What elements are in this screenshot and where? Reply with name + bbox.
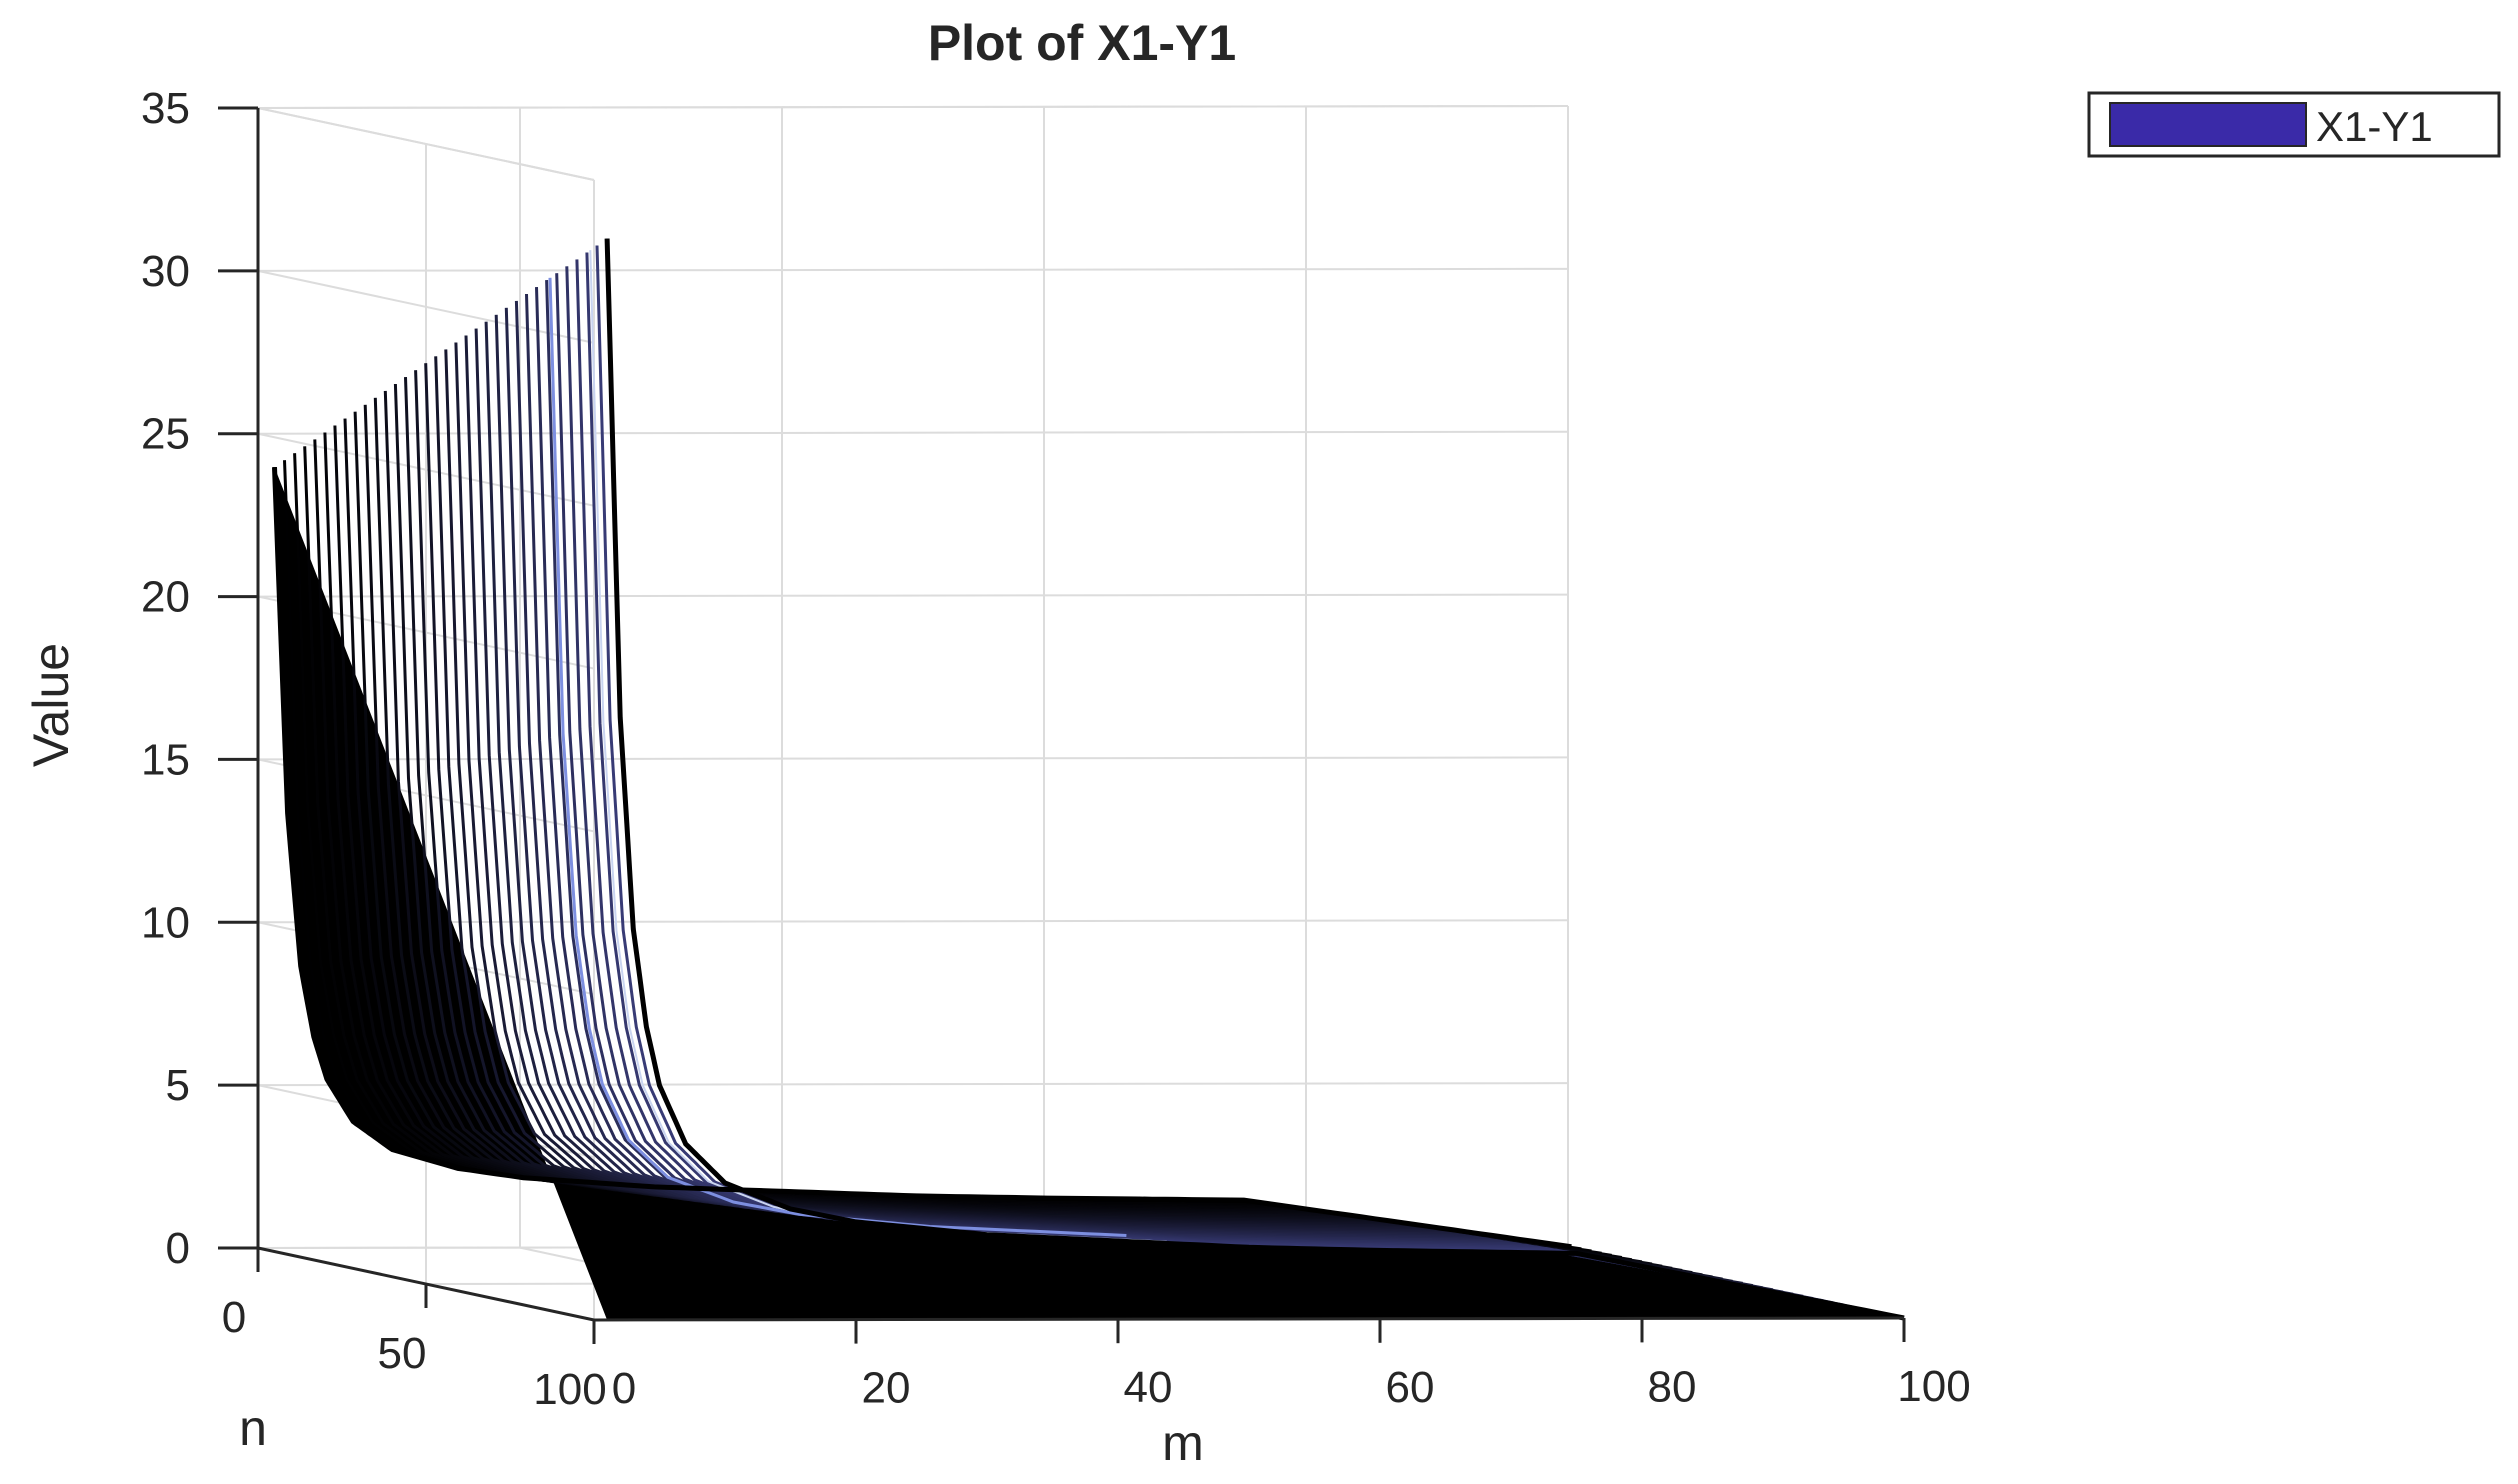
surface-mesh-line	[575, 259, 1875, 1313]
grid-line-top-left	[257, 107, 595, 181]
x-tick-label: 100	[1897, 1362, 1970, 1411]
grid-line-z-back	[257, 267, 1569, 272]
z-tick-label: 35	[141, 84, 190, 133]
legend-swatch	[2109, 102, 2307, 147]
z-tick-label: 15	[141, 735, 190, 784]
y-axis-label: n	[239, 1400, 267, 1456]
chart-title: Plot of X1-Y1	[928, 15, 1236, 71]
surface-mesh-line	[363, 404, 1663, 1268]
z-tick-label: 0	[166, 1224, 190, 1273]
surface-edge	[604, 238, 1905, 1321]
z-tick-label: 20	[141, 573, 190, 622]
legend: X1-Y1	[2087, 91, 2501, 158]
surface-mesh-line	[525, 293, 1824, 1303]
z-tick-label: 10	[141, 898, 190, 947]
x-tick-label: 40	[1124, 1363, 1173, 1412]
surface-mesh-line	[343, 418, 1643, 1264]
surface-mesh-line	[504, 307, 1804, 1298]
grid-line-z-back	[257, 756, 1569, 761]
surface-mesh-line	[383, 390, 1683, 1272]
y-tick-label: 50	[378, 1329, 427, 1378]
surface-mesh-line	[605, 238, 1905, 1320]
surface-highlight-line	[548, 277, 1127, 1237]
x-tick-label: 80	[1648, 1362, 1697, 1411]
x-tick-label: 60	[1386, 1363, 1435, 1412]
x-tick-label: 0	[612, 1364, 636, 1413]
surface-mesh-line	[424, 363, 1723, 1281]
x-axis-label: m	[1162, 1415, 1204, 1471]
surface-mesh-line	[595, 245, 1895, 1318]
surface-highlight-line	[589, 250, 1167, 1243]
x-axis-line	[593, 1316, 1905, 1322]
legend-entry-label: X1-Y1	[2316, 103, 2433, 150]
z-tick-label: 30	[141, 247, 190, 296]
grid-line-z-back	[257, 919, 1569, 924]
z-tick-label: 25	[141, 410, 190, 459]
surface-mesh-line	[353, 411, 1653, 1266]
y-tick-label: 100	[533, 1365, 606, 1414]
surface-mesh-line	[514, 300, 1814, 1301]
grid-line-z-back	[257, 430, 1569, 435]
grid-line-top-back	[257, 105, 1569, 109]
surface-mesh-line	[565, 266, 1864, 1311]
z-tick-label: 5	[166, 1061, 190, 1110]
grid-line-z-back	[257, 593, 1569, 598]
surface-mesh-line	[555, 273, 1854, 1309]
surface-mesh-line	[535, 287, 1834, 1305]
y-tick-label: 0	[222, 1293, 246, 1342]
x-tick-label: 20	[862, 1364, 911, 1413]
surface-mesh-line	[404, 377, 1703, 1277]
surface-plot	[272, 238, 1905, 1321]
axes	[218, 106, 1906, 1344]
z-axis-label: Value	[23, 643, 79, 767]
